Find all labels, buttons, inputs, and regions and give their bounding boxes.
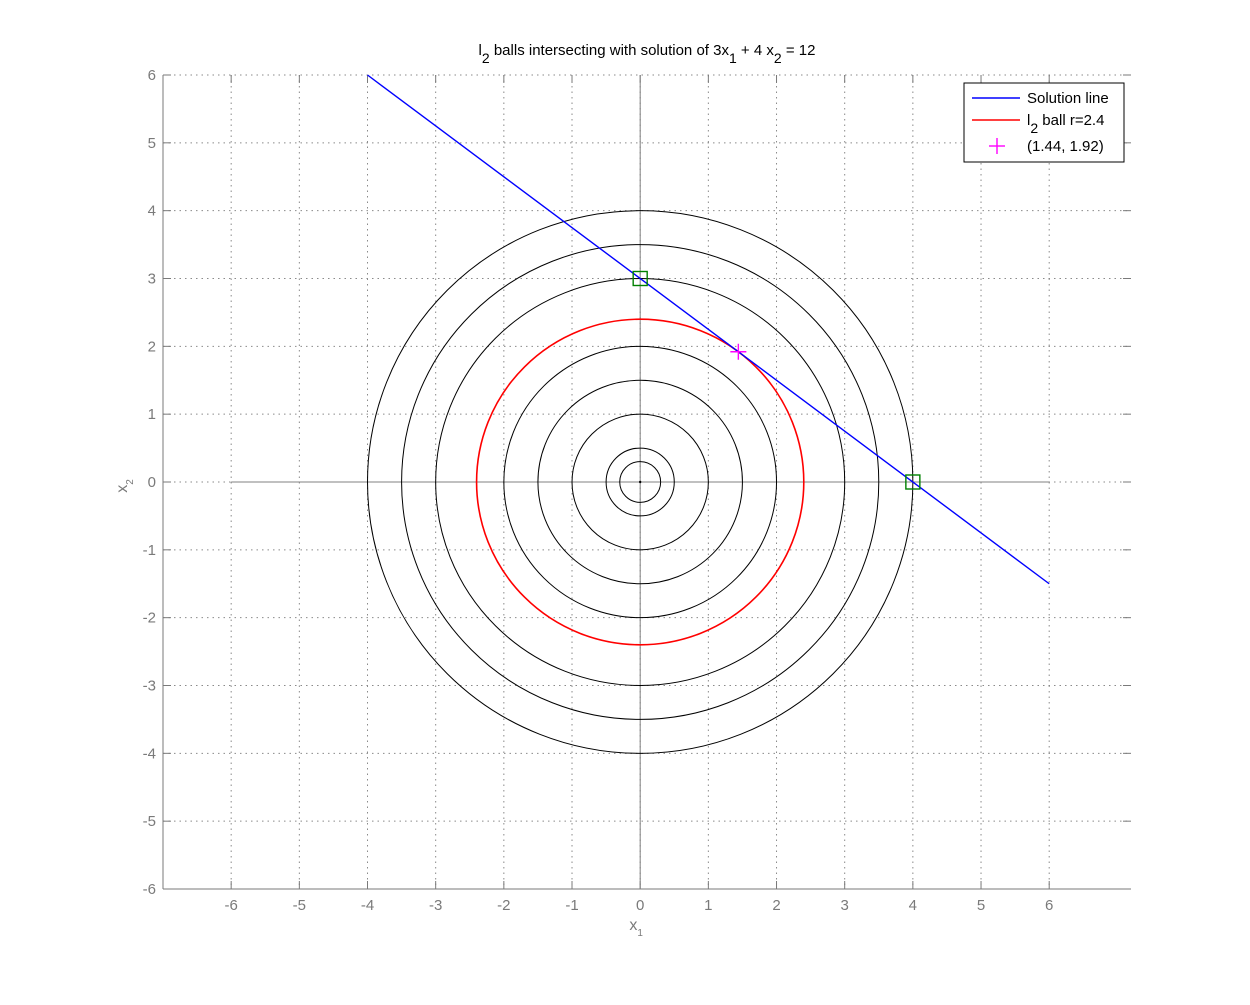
- x-tick-label: -6: [224, 897, 237, 914]
- legend-entry-label: l2 ball r=2.4: [1027, 112, 1104, 136]
- x-tick-label: 2: [772, 897, 780, 914]
- legend-entry-label: Solution line: [1027, 90, 1109, 107]
- y-tick-label: 0: [148, 474, 156, 491]
- y-tick-label: -3: [143, 678, 156, 695]
- intersection-square-marker: [905, 474, 921, 490]
- ticks: -6 -5 -4 -3 -2 -1 0 1 2 3 4 5 6 -6 -5 -4 -3 -2 -1 0 1 2 3 4 5 6: [143, 67, 1131, 914]
- y-tick-label: -4: [143, 745, 156, 762]
- y-tick-label: -2: [143, 610, 156, 627]
- solution-line: [367, 74, 1050, 585]
- x-axis-label: x1: [629, 917, 643, 939]
- x-tick-label: 3: [841, 897, 849, 914]
- x-tick-label: 5: [977, 897, 985, 914]
- x-tick-label: 4: [909, 897, 917, 914]
- legend-box: [963, 82, 1125, 163]
- x-tick-label: -3: [429, 897, 442, 914]
- x-tick-label: 6: [1045, 897, 1053, 914]
- x-tick-label: 1: [704, 897, 712, 914]
- y-tick-label: -1: [143, 542, 156, 559]
- x-tick-label: -4: [361, 897, 374, 914]
- y-tick-label: -6: [143, 881, 156, 898]
- l2-contour-circle: [605, 447, 675, 517]
- legend: Solution line l2 ball r=2.4 (1.44, 1.92): [963, 82, 1125, 163]
- x-tick-label: 0: [636, 897, 644, 914]
- y-tick-label: 1: [148, 406, 156, 423]
- y-axis-label: x2: [114, 479, 136, 493]
- chart-title: l2 balls intersecting with solution of 3…: [479, 42, 816, 66]
- l2-ball-circle: [475, 318, 805, 646]
- y-tick-label: 2: [148, 338, 156, 355]
- tangent-point-marker: [730, 343, 747, 360]
- y-tick-label: 6: [148, 67, 156, 84]
- y-tick-label: 5: [148, 135, 156, 152]
- y-tick-label: -5: [143, 813, 156, 830]
- l2-contour-circle: [619, 461, 662, 503]
- origin-dot: [638, 480, 642, 484]
- x-tick-label: -5: [293, 897, 306, 914]
- l2-contour-circle: [537, 379, 743, 585]
- y-tick-label: 3: [148, 271, 156, 288]
- x-tick-label: -1: [565, 897, 578, 914]
- legend-entry-label: (1.44, 1.92): [1027, 138, 1104, 155]
- l2-contour-circle: [571, 413, 709, 551]
- y-tick-label: 4: [148, 203, 156, 220]
- intersection-square-marker: [632, 270, 648, 287]
- l2-contour-circle: [401, 244, 880, 720]
- x-tick-label: -2: [497, 897, 510, 914]
- l2-contour-circle: [503, 345, 778, 619]
